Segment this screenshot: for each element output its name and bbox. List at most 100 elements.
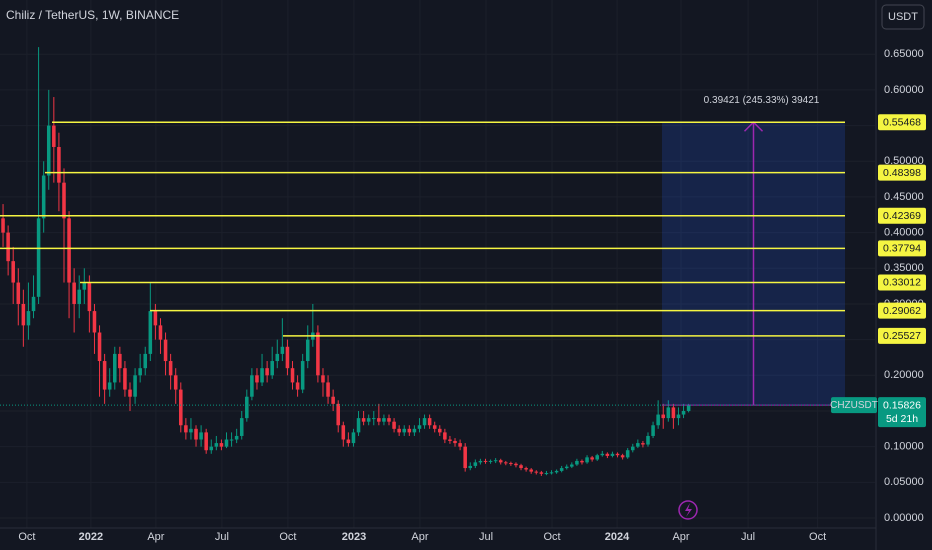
- candle-body: [646, 435, 650, 445]
- candle-body: [72, 282, 76, 304]
- candle-body: [483, 460, 488, 462]
- level-tag: [878, 274, 926, 291]
- candle-body: [107, 382, 112, 390]
- candle-body: [529, 469, 533, 472]
- candle-body: [118, 353, 122, 369]
- candle-body: [11, 261, 15, 283]
- level-tag: [878, 207, 926, 224]
- candle-body: [265, 368, 269, 376]
- candle-body: [539, 472, 544, 474]
- lightning-icon[interactable]: [678, 500, 698, 520]
- candle-body: [488, 460, 493, 462]
- icon-ring[interactable]: [678, 500, 698, 520]
- candle-body: [427, 418, 432, 426]
- y-tick-label: 0.40000: [884, 227, 924, 239]
- candle-body: [564, 466, 569, 469]
- level-label: 0.55468: [883, 117, 921, 129]
- level-label: 0.29062: [883, 305, 921, 317]
- candle-body: [143, 353, 148, 369]
- currency-button-label[interactable]: USDT: [888, 11, 918, 23]
- x-tick-label: 2022: [79, 531, 103, 543]
- candle-body: [580, 460, 584, 463]
- chart-title: Chiliz / TetherUS, 1W, BINANCE: [6, 8, 179, 22]
- candle-body: [321, 375, 325, 383]
- candle-body: [97, 332, 102, 362]
- level-tag: [878, 164, 926, 181]
- level-tag: [878, 240, 926, 257]
- candle-body: [46, 125, 51, 176]
- candle-body: [331, 396, 335, 404]
- candle-body: [229, 439, 234, 441]
- candle-body: [148, 311, 153, 354]
- candle-body: [615, 453, 620, 456]
- candle-body: [82, 282, 87, 290]
- symbol-tag: [831, 397, 877, 414]
- candle-body: [366, 418, 371, 422]
- x-tick-label: Oct: [18, 531, 35, 543]
- candle-body: [290, 368, 295, 383]
- candle-body: [280, 346, 285, 354]
- candle-body: [575, 460, 579, 465]
- candle-body: [610, 453, 615, 456]
- candle-body: [443, 432, 447, 440]
- y-tick-label: 0.60000: [884, 84, 924, 96]
- icon-bolt[interactable]: [685, 503, 692, 517]
- candle-body: [544, 473, 549, 475]
- candle-body: [1, 218, 5, 233]
- candle-body: [509, 463, 513, 465]
- candle-body: [153, 311, 158, 326]
- candle-body: [189, 428, 193, 433]
- candle-body: [666, 407, 671, 419]
- candle-body: [336, 403, 340, 426]
- candle-body: [52, 125, 56, 147]
- candle-body: [458, 443, 462, 447]
- level-tag: [878, 327, 926, 344]
- y-tick-label: 0.35000: [884, 262, 924, 274]
- candle-body: [6, 232, 10, 262]
- candle-body: [57, 146, 61, 183]
- candle-body: [438, 428, 442, 433]
- candle-body: [92, 311, 97, 333]
- candle-body: [595, 455, 599, 460]
- candle-body: [625, 450, 630, 458]
- candle-body: [377, 418, 381, 422]
- currency-button[interactable]: [881, 4, 925, 30]
- candle-body: [387, 418, 391, 422]
- price-tag: [878, 397, 926, 428]
- candle-body: [224, 439, 229, 447]
- candle-body: [504, 462, 508, 464]
- candle-body: [681, 410, 686, 415]
- level-tag: [878, 302, 926, 319]
- candle-body: [651, 425, 655, 436]
- plot: [1, 47, 691, 476]
- candle-body: [285, 346, 290, 369]
- candle-body: [87, 282, 92, 312]
- candle-body: [686, 405, 691, 411]
- candle-body: [351, 432, 356, 444]
- candle-body: [356, 418, 361, 433]
- candle-body: [422, 418, 427, 426]
- candle-body: [41, 175, 46, 219]
- x-tick-label: 2024: [605, 531, 630, 543]
- candle-body: [128, 389, 132, 397]
- candle-body: [245, 396, 249, 419]
- candle-body: [239, 418, 244, 436]
- level-label: 0.25527: [883, 330, 921, 342]
- candle-body: [326, 382, 330, 397]
- candle-body: [255, 375, 259, 383]
- candle-body: [204, 432, 208, 451]
- x-tick-label: Oct: [279, 531, 296, 543]
- candle-body: [123, 368, 127, 390]
- y-tick-label: 0.00000: [884, 512, 924, 524]
- countdown-label: 5d 21h: [886, 413, 918, 425]
- level-label: 0.37794: [883, 243, 921, 255]
- candle-body: [620, 455, 625, 458]
- candle-body: [630, 446, 635, 451]
- candle-body: [417, 425, 422, 429]
- y-tick-label: 0.10000: [884, 441, 924, 453]
- candle-body: [402, 428, 407, 433]
- candle-body: [412, 428, 417, 433]
- candle-body: [16, 282, 21, 304]
- candle-body: [179, 389, 183, 426]
- candle-body: [184, 425, 188, 433]
